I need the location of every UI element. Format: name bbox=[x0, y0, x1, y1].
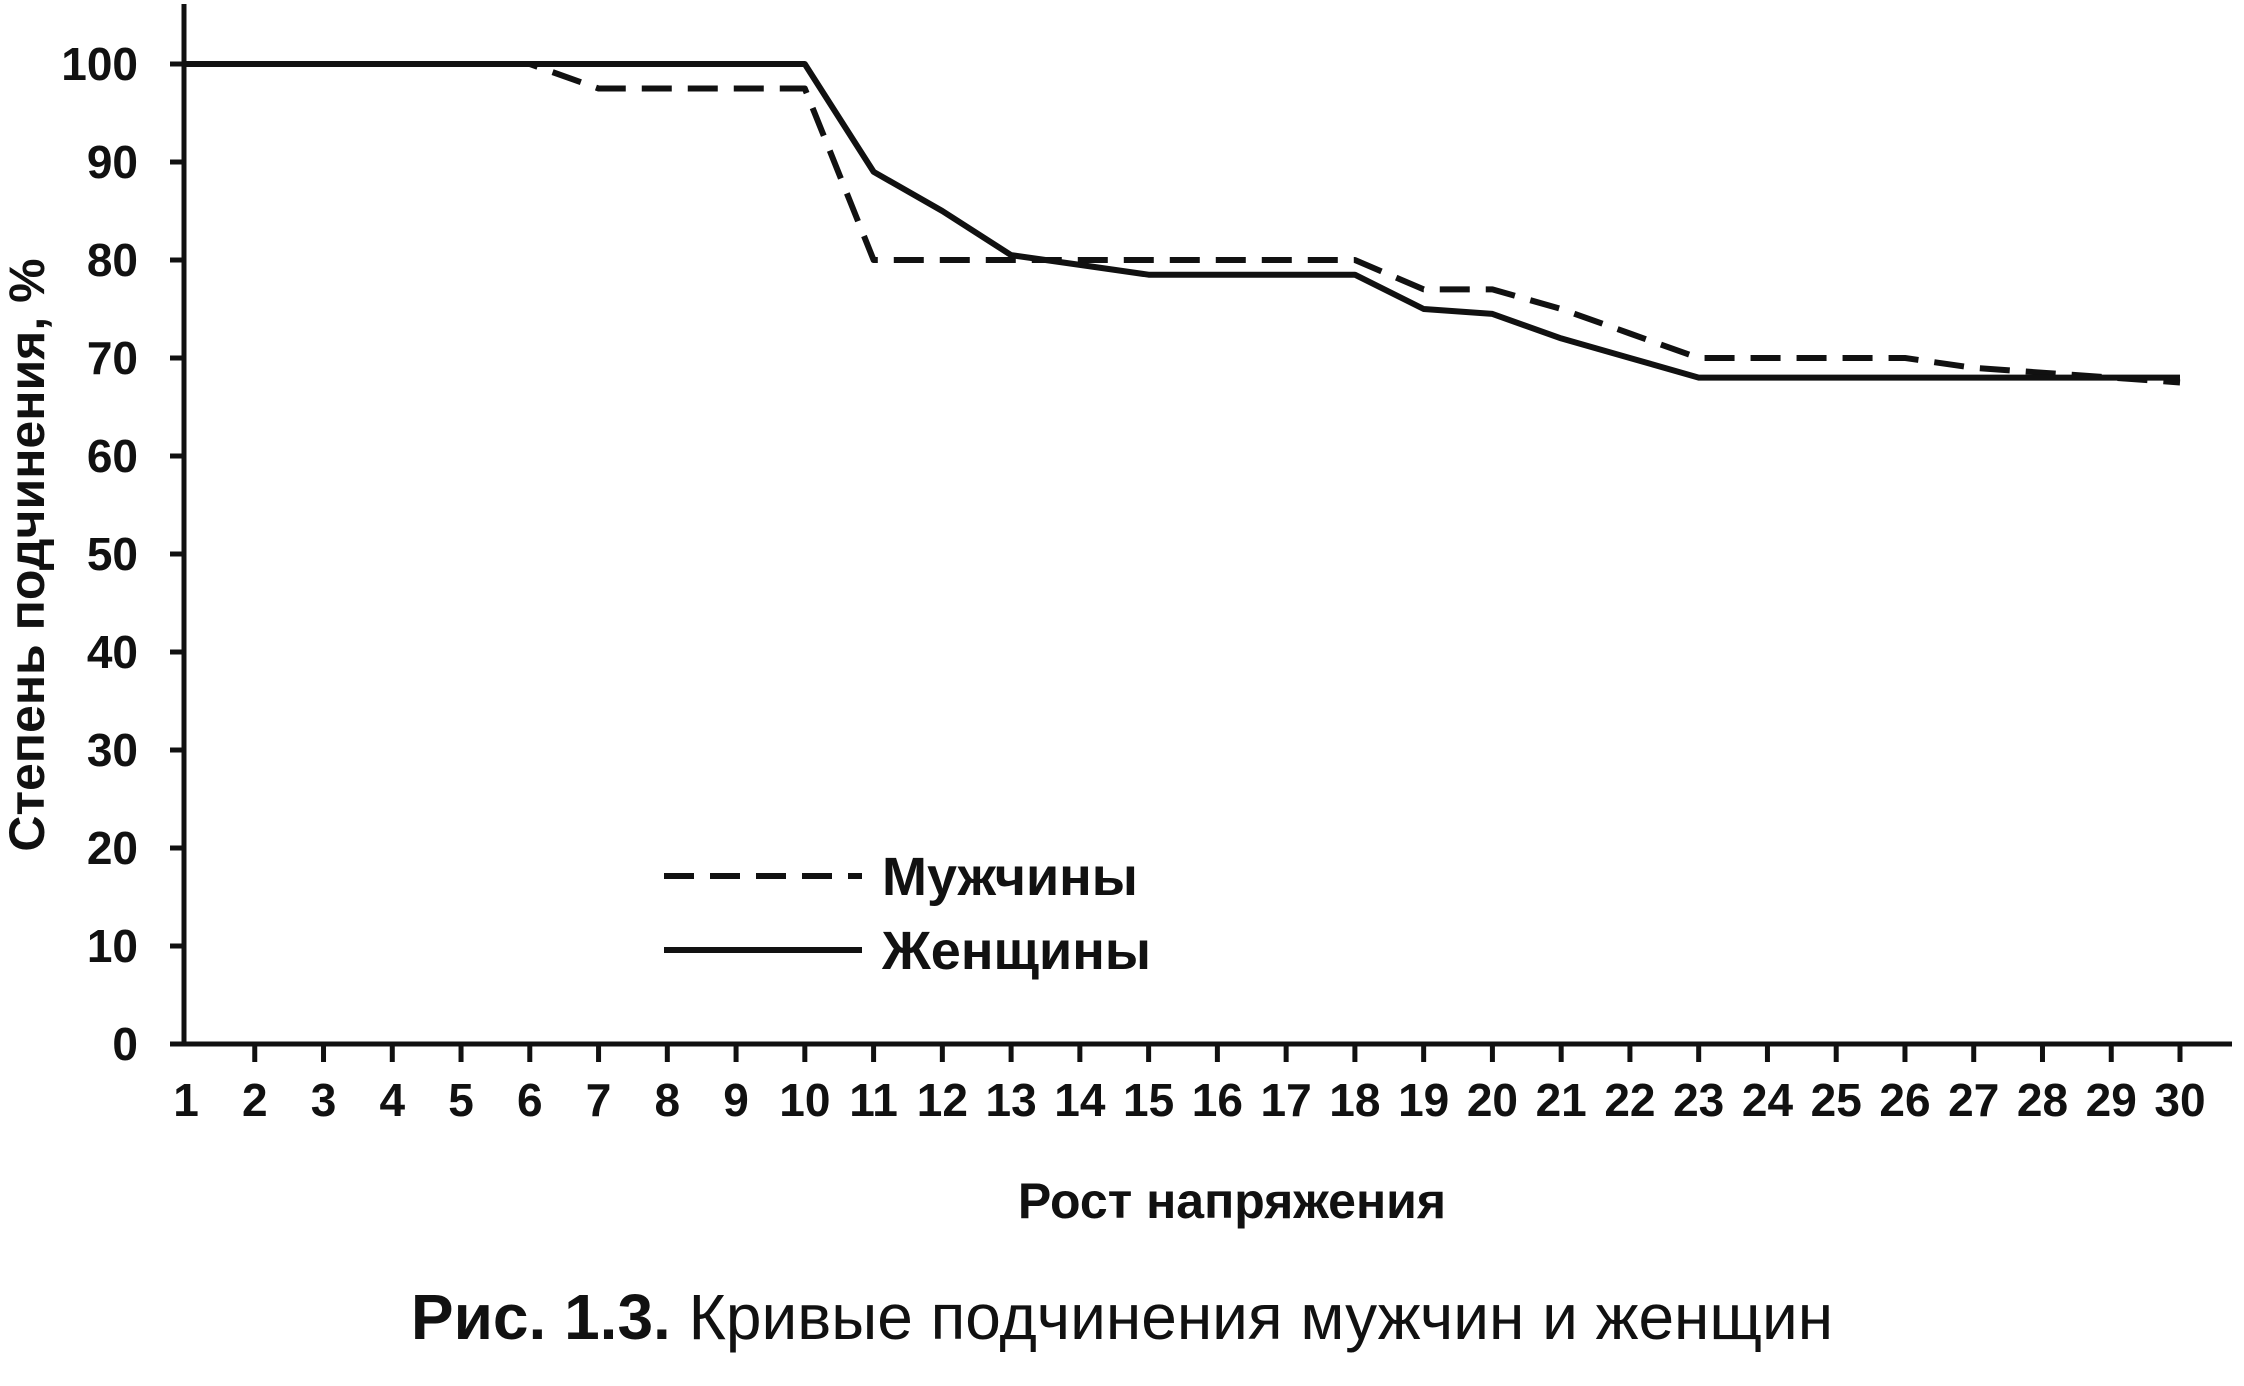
y-axis-title: Степень подчинения, % bbox=[0, 258, 55, 851]
chart-series bbox=[186, 61, 2181, 386]
y-tick-label: 90 bbox=[87, 136, 138, 188]
x-tick-label: 25 bbox=[1811, 1074, 1862, 1126]
y-tick-label: 70 bbox=[87, 332, 138, 384]
series-line-solid bbox=[186, 61, 2180, 381]
y-tick-label: 60 bbox=[87, 430, 138, 482]
x-tick-label: 24 bbox=[1742, 1074, 1794, 1126]
figure-number: Рис. 1.3. bbox=[410, 1281, 671, 1353]
legend-label: Женщины bbox=[881, 921, 1151, 981]
x-tick-label: 27 bbox=[1948, 1074, 1999, 1126]
x-tick-label: 14 bbox=[1054, 1074, 1106, 1126]
x-tick-label: 10 bbox=[779, 1074, 830, 1126]
legend-label: Мужчины bbox=[882, 847, 1138, 907]
x-tick-label: 9 bbox=[723, 1074, 749, 1126]
y-tick-label: 20 bbox=[87, 822, 138, 874]
x-tick-label: 2 bbox=[242, 1074, 268, 1126]
x-tick-label: 6 bbox=[517, 1074, 543, 1126]
figure-caption: Рис. 1.3. Кривые подчинения мужчин и жен… bbox=[0, 1280, 2244, 1354]
x-axis-title: Рост напряжения bbox=[1018, 1173, 1446, 1229]
x-axis-ticks: 1 2 3 4 5 6 7 8 9 10 11 12 13 14 15 16 17 18 19 20 21 22 23 24 2… bbox=[173, 1044, 2206, 1126]
chart-legend: Мужчины Женщины bbox=[664, 847, 1151, 981]
y-tick-label: 10 bbox=[87, 920, 138, 972]
x-tick-label: 4 bbox=[379, 1074, 405, 1126]
x-tick-label: 1 bbox=[173, 1074, 199, 1126]
y-tick-label: 40 bbox=[87, 626, 138, 678]
y-tick-label: 0 bbox=[112, 1018, 138, 1070]
y-tick-label: 30 bbox=[87, 724, 138, 776]
x-tick-label: 19 bbox=[1398, 1074, 1449, 1126]
x-tick-label: 18 bbox=[1329, 1074, 1380, 1126]
series-line-dashed bbox=[186, 61, 2181, 386]
x-tick-label: 20 bbox=[1467, 1074, 1518, 1126]
x-tick-label: 3 bbox=[311, 1074, 337, 1126]
x-tick-label: 22 bbox=[1604, 1074, 1655, 1126]
y-tick-label: 80 bbox=[87, 234, 138, 286]
y-tick-label: 100 bbox=[61, 38, 138, 90]
x-tick-label: 17 bbox=[1261, 1074, 1312, 1126]
chart-axes bbox=[181, 4, 2232, 1047]
x-tick-label: 5 bbox=[448, 1074, 474, 1126]
x-tick-label: 7 bbox=[586, 1074, 612, 1126]
y-tick-label: 50 bbox=[87, 528, 138, 580]
x-tick-label: 29 bbox=[2086, 1074, 2137, 1126]
y-axis-ticks: 0 10 20 30 40 50 60 70 80 90 100 bbox=[61, 38, 184, 1070]
x-tick-label: 30 bbox=[2154, 1074, 2205, 1126]
x-tick-label: 11 bbox=[849, 1074, 898, 1126]
x-tick-label: 23 bbox=[1673, 1074, 1724, 1126]
x-tick-label: 8 bbox=[655, 1074, 681, 1126]
figure-caption-text: Кривые подчинения мужчин и женщин bbox=[688, 1281, 1834, 1353]
x-tick-label: 21 bbox=[1536, 1074, 1587, 1126]
x-tick-label: 12 bbox=[917, 1074, 968, 1126]
x-tick-label: 16 bbox=[1192, 1074, 1243, 1126]
x-tick-label: 26 bbox=[1879, 1074, 1930, 1126]
x-tick-label: 13 bbox=[986, 1074, 1037, 1126]
x-tick-label: 28 bbox=[2017, 1074, 2068, 1126]
x-tick-label: 15 bbox=[1123, 1074, 1174, 1126]
